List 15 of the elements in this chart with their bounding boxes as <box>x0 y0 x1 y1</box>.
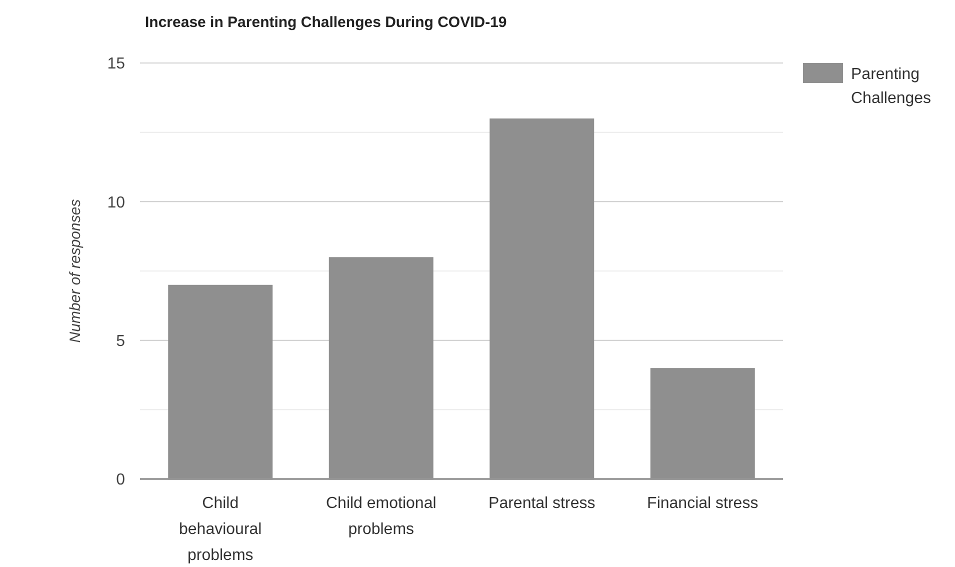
legend-label: Parenting Challenges <box>851 66 932 107</box>
x-tick-label: Financial stress <box>647 495 758 512</box>
y-tick-label: 0 <box>116 472 126 489</box>
y-tick-label: 15 <box>107 56 126 73</box>
bar <box>650 368 755 479</box>
bar <box>328 257 434 479</box>
y-tick-label: 5 <box>116 332 126 350</box>
bar <box>490 118 594 479</box>
y-axis-title: Number of responses <box>67 198 84 343</box>
bar <box>168 284 273 479</box>
x-tick-label: Child emotional problems <box>326 495 436 538</box>
x-tick-label: Child behavioural problems <box>179 495 262 564</box>
y-tick-label: 10 <box>107 194 126 212</box>
x-tick-label: Parental stress <box>488 495 596 512</box>
chart-title: Increase in Parenting Challenges During COVID-19 <box>145 14 507 31</box>
